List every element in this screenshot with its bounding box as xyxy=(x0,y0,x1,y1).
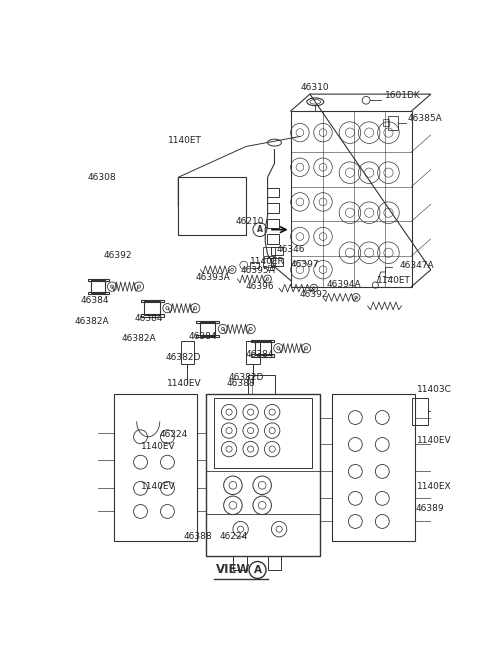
Text: 46397: 46397 xyxy=(291,260,319,269)
Bar xyxy=(196,335,219,337)
Text: 46395A: 46395A xyxy=(240,266,276,275)
Text: 46396: 46396 xyxy=(246,282,275,291)
Text: 46384: 46384 xyxy=(188,332,217,341)
Text: 1140ET: 1140ET xyxy=(377,276,411,285)
Text: 1140EV: 1140EV xyxy=(167,379,201,388)
Bar xyxy=(271,247,283,255)
Bar xyxy=(196,321,219,323)
Text: 46382A: 46382A xyxy=(75,317,110,326)
Text: 46224: 46224 xyxy=(160,430,188,439)
Text: 46224: 46224 xyxy=(220,533,248,541)
Bar xyxy=(267,265,274,270)
Text: 46392: 46392 xyxy=(300,290,328,299)
Text: 46385A: 46385A xyxy=(408,114,443,123)
Text: A: A xyxy=(257,225,263,234)
Text: 1140EV: 1140EV xyxy=(141,482,175,491)
Text: 1601DK: 1601DK xyxy=(384,91,420,100)
Bar xyxy=(114,394,197,541)
Text: 46346: 46346 xyxy=(277,245,305,254)
Bar xyxy=(252,340,275,342)
Bar xyxy=(250,262,259,268)
Text: 1140EX: 1140EX xyxy=(417,482,452,491)
Bar xyxy=(267,219,279,228)
Text: 46382D: 46382D xyxy=(228,373,264,382)
Bar xyxy=(267,188,279,197)
Text: 46392: 46392 xyxy=(104,251,132,260)
Bar xyxy=(267,234,279,243)
Bar xyxy=(200,322,215,336)
Text: 46310: 46310 xyxy=(301,83,330,92)
Bar xyxy=(291,111,411,287)
Bar xyxy=(246,340,260,363)
Text: VIEW: VIEW xyxy=(216,564,250,577)
Text: 46384: 46384 xyxy=(81,296,109,305)
Text: 46308: 46308 xyxy=(88,173,117,182)
Text: 46393A: 46393A xyxy=(195,273,230,282)
Bar xyxy=(267,203,279,213)
Text: 46384: 46384 xyxy=(134,314,163,323)
Bar xyxy=(141,314,164,317)
Text: 46388: 46388 xyxy=(183,533,212,541)
Text: 46382D: 46382D xyxy=(165,353,201,362)
Text: 46347A: 46347A xyxy=(400,260,434,270)
Bar xyxy=(144,301,160,315)
Text: 1140ER: 1140ER xyxy=(250,256,285,266)
Text: 46382A: 46382A xyxy=(121,335,156,344)
Bar xyxy=(263,247,275,256)
Text: 46210: 46210 xyxy=(235,217,264,226)
Bar xyxy=(248,375,275,394)
Bar xyxy=(332,394,415,541)
Bar xyxy=(411,398,429,425)
Text: 46384: 46384 xyxy=(246,350,275,359)
Text: A: A xyxy=(253,565,262,575)
Text: 1140EV: 1140EV xyxy=(141,441,175,451)
Text: 1140EV: 1140EV xyxy=(417,436,452,445)
Bar xyxy=(88,292,108,295)
Bar xyxy=(255,341,271,355)
Bar xyxy=(206,394,320,556)
Bar xyxy=(263,258,275,268)
Bar xyxy=(267,556,281,570)
Bar xyxy=(141,300,164,302)
Text: 46388: 46388 xyxy=(227,379,255,388)
Text: 1140ET: 1140ET xyxy=(168,136,202,145)
Text: 46394A: 46394A xyxy=(327,280,361,289)
Bar xyxy=(88,279,108,281)
Bar xyxy=(252,354,275,357)
Bar xyxy=(388,115,398,129)
Bar xyxy=(91,281,105,293)
Bar xyxy=(271,258,283,266)
Bar xyxy=(214,398,312,468)
Bar xyxy=(383,119,389,127)
Text: 46389: 46389 xyxy=(415,504,444,513)
Bar xyxy=(180,340,194,363)
Bar xyxy=(178,177,246,235)
Text: 11403C: 11403C xyxy=(417,385,452,394)
Bar xyxy=(233,556,247,570)
